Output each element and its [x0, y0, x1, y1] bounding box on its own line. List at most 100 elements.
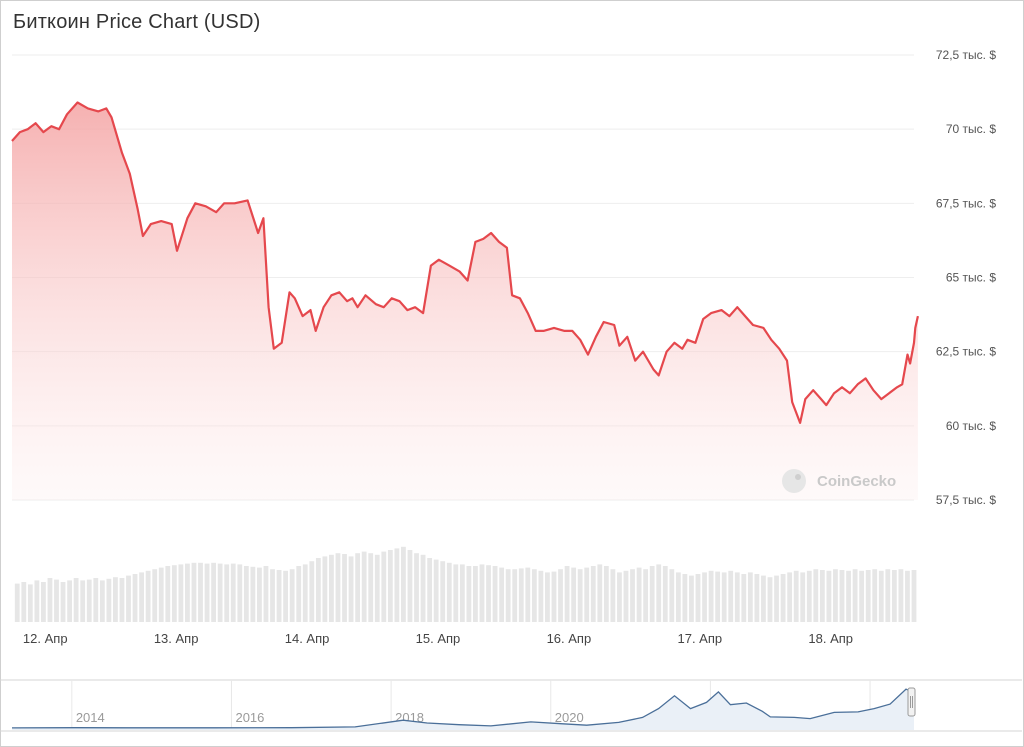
- volume-bar: [675, 572, 681, 622]
- volume-bar: [414, 553, 419, 622]
- volume-bar: [878, 570, 884, 622]
- volume-bar: [152, 569, 158, 622]
- volume-bar: [911, 570, 917, 622]
- volume-bar: [538, 570, 544, 622]
- volume-bar: [289, 569, 295, 622]
- volume-bar: [885, 569, 891, 622]
- volume-bar: [649, 566, 655, 622]
- volume-bar: [41, 582, 46, 622]
- volume-bar: [427, 558, 433, 622]
- volume-bar: [446, 562, 452, 622]
- volume-bar: [865, 570, 871, 622]
- volume-bar: [780, 574, 786, 622]
- volume-bar: [348, 556, 354, 622]
- range-handle[interactable]: [907, 687, 916, 717]
- volume-bar: [67, 580, 73, 622]
- volume-bar: [662, 566, 668, 622]
- y-tick-label: 67,5 тыс. $: [936, 196, 996, 210]
- volume-bar: [433, 559, 439, 622]
- volume-bar: [859, 570, 865, 622]
- volume-bar: [329, 554, 334, 622]
- volume-bar: [106, 578, 112, 622]
- volume-bar: [669, 569, 675, 622]
- volume-bar: [191, 562, 197, 622]
- volume-bar: [401, 546, 406, 622]
- volume-bar: [787, 572, 793, 622]
- navigator-line: [11, 688, 915, 729]
- volume-bar: [819, 570, 825, 622]
- volume-bar: [387, 550, 393, 622]
- volume-bar: [165, 566, 171, 622]
- volume-bar: [774, 575, 779, 622]
- volume-bar: [270, 569, 275, 622]
- volume-bar: [185, 563, 190, 622]
- volume-bar: [237, 564, 243, 622]
- volume-bar: [243, 566, 249, 622]
- price-area: [11, 101, 919, 500]
- volume-bar: [60, 582, 66, 622]
- price-line: [11, 101, 919, 424]
- volume-bar: [283, 570, 289, 622]
- volume-bar: [374, 554, 380, 622]
- volume-bar: [453, 564, 459, 622]
- volume-bar: [27, 584, 33, 622]
- volume-bar: [531, 569, 537, 622]
- volume-bar: [518, 568, 524, 622]
- volume-bar: [551, 571, 557, 622]
- volume-bar: [721, 572, 727, 622]
- volume-bar: [734, 572, 740, 622]
- volume-bar: [34, 580, 40, 622]
- x-tick-label: 14. Апр: [285, 631, 330, 646]
- volume-bar: [342, 554, 347, 622]
- volume-bar: [99, 580, 105, 622]
- volume-bar: [21, 582, 27, 622]
- x-tick-label: 15. Апр: [416, 631, 461, 646]
- y-tick-label: 60 тыс. $: [946, 419, 996, 433]
- y-tick-label: 72,5 тыс. $: [936, 48, 996, 62]
- volume-bar: [630, 569, 635, 622]
- volume-bar: [702, 572, 707, 622]
- volume-bars: [14, 546, 917, 622]
- y-tick-label: 65 тыс. $: [946, 271, 996, 285]
- volume-bar: [846, 570, 851, 622]
- volume-bar: [217, 563, 223, 622]
- volume-bar: [525, 567, 531, 622]
- volume-bar: [257, 567, 262, 622]
- x-axis-labels: 12. Апр 13. Апр 14. Апр 15. Апр 16. Апр 17. А…: [23, 631, 853, 646]
- volume-bar: [263, 566, 269, 622]
- volume-bar: [473, 566, 478, 622]
- x-tick-label: 17. Апр: [677, 631, 722, 646]
- volume-bar: [558, 569, 563, 622]
- x-tick-label: 13. Апр: [154, 631, 199, 646]
- range-navigator[interactable]: 201420162018202020222024: [0, 679, 1022, 732]
- volume-bar: [368, 553, 374, 622]
- volume-bar: [230, 563, 236, 622]
- volume-bar: [656, 564, 662, 622]
- volume-bar: [590, 566, 596, 622]
- volume-bar: [839, 570, 845, 622]
- volume-bar: [486, 565, 491, 622]
- volume-bar: [171, 565, 177, 622]
- volume-bar: [492, 566, 498, 622]
- volume-bar: [833, 569, 838, 622]
- volume-bar: [747, 572, 753, 622]
- volume-bar: [793, 570, 799, 622]
- x-tick-label: 16. Апр: [547, 631, 592, 646]
- volume-bar: [47, 578, 53, 622]
- navigator-year-label: 2020: [555, 710, 584, 725]
- volume-bar: [355, 553, 361, 622]
- volume-bar: [826, 570, 832, 622]
- volume-bar: [643, 569, 649, 622]
- volume-bar: [132, 574, 138, 622]
- volume-bar: [224, 564, 230, 622]
- volume-bar: [728, 570, 734, 622]
- volume-bar: [250, 566, 256, 622]
- volume-bar: [564, 566, 570, 622]
- x-tick-label: 18. Апр: [808, 631, 853, 646]
- volume-bar: [54, 579, 59, 622]
- volume-bar: [891, 570, 897, 622]
- volume-bar: [420, 554, 426, 622]
- volume-bar: [466, 566, 472, 622]
- volume-bar: [813, 569, 819, 622]
